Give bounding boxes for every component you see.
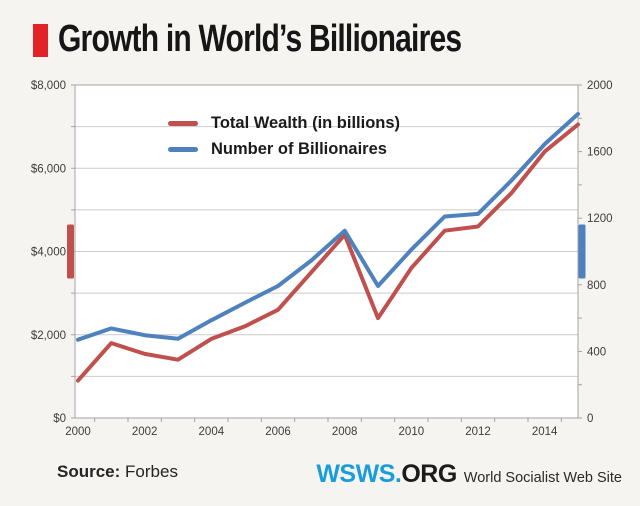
source-note: Source: Forbes <box>57 462 178 482</box>
x-axis-label: 2000 <box>65 426 91 438</box>
left-axis-label: $4,000 <box>31 247 66 259</box>
source-value: Forbes <box>125 462 178 481</box>
page-title: Growth in World’s Billionaires <box>58 18 462 60</box>
legend-label: Number of Billionaires <box>211 139 387 158</box>
billionaires-line-swatch <box>168 146 198 152</box>
x-axis-label: 2004 <box>199 426 225 438</box>
x-axis-label: 2012 <box>465 426 491 438</box>
legend-item-total-wealth: Total Wealth (in billions) <box>168 110 406 136</box>
right-axis-label: 400 <box>587 346 606 358</box>
right-axis-label: 1600 <box>587 147 613 159</box>
left-axis-label: $6,000 <box>31 163 66 175</box>
wsws-tagline: World Socialist Web Site <box>463 470 622 486</box>
source-label: Source: <box>57 462 121 481</box>
right-axis-label: 800 <box>587 280 606 292</box>
legend-item-billionaires: Number of Billionaires <box>168 136 406 162</box>
left-axis-label: $2,000 <box>31 330 66 342</box>
right-axis-series-marker <box>578 224 586 279</box>
wsws-logo: WSWS.ORG <box>316 460 457 489</box>
chart-legend: Total Wealth (in billions) Number of Bil… <box>168 110 406 162</box>
legend-label: Total Wealth (in billions) <box>211 113 401 132</box>
wsws-branding: WSWS.ORG World Socialist Web Site <box>316 460 622 489</box>
billionaires-line <box>76 112 580 342</box>
title-accent-block <box>33 24 48 57</box>
left-axis-label: $8,000 <box>31 80 66 92</box>
x-axis-label: 2002 <box>132 426 158 438</box>
right-axis-label: 1200 <box>587 213 613 225</box>
wealth-line-swatch <box>168 120 198 126</box>
wealth-line <box>76 122 580 383</box>
x-axis-label: 2008 <box>332 426 358 438</box>
right-axis-label: 2000 <box>587 80 613 92</box>
x-axis-label: 2006 <box>265 426 291 438</box>
left-axis-series-marker <box>67 224 74 279</box>
left-axis-label: $0 <box>53 413 66 425</box>
x-axis-label: 2010 <box>399 426 425 438</box>
x-axis-label: 2014 <box>532 426 558 438</box>
right-axis-label: 0 <box>587 413 593 425</box>
wsws-logo-blue: WSWS. <box>316 460 402 488</box>
wsws-logo-org: ORG <box>401 460 457 488</box>
chart-header: Growth in World’s Billionaires <box>33 18 569 60</box>
